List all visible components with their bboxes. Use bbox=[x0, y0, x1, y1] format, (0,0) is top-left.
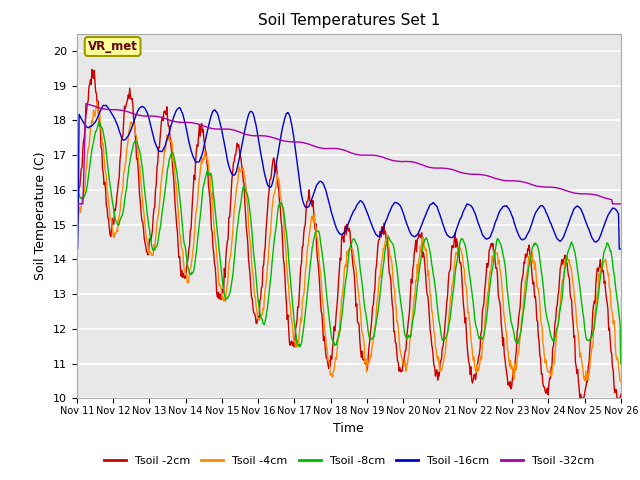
Tsoil -8cm bbox=[195, 228, 202, 234]
Tsoil -2cm bbox=[579, 396, 586, 401]
Tsoil -8cm bbox=[617, 361, 625, 367]
Tsoil -32cm bbox=[84, 101, 92, 107]
Tsoil -32cm bbox=[617, 201, 625, 207]
Tsoil -4cm bbox=[431, 344, 439, 350]
Tsoil -4cm bbox=[83, 165, 90, 171]
Tsoil -16cm bbox=[223, 157, 231, 163]
Tsoil -2cm bbox=[195, 132, 202, 138]
Line: Tsoil -2cm: Tsoil -2cm bbox=[77, 70, 621, 398]
Tsoil -2cm bbox=[617, 392, 625, 397]
Tsoil -4cm bbox=[223, 282, 231, 288]
Tsoil -2cm bbox=[140, 225, 147, 230]
Line: Tsoil -32cm: Tsoil -32cm bbox=[77, 104, 621, 204]
Tsoil -8cm bbox=[95, 120, 102, 125]
Tsoil -32cm bbox=[416, 161, 424, 167]
Tsoil -2cm bbox=[223, 239, 231, 244]
Tsoil -2cm bbox=[83, 108, 90, 113]
Tsoil -32cm bbox=[82, 101, 90, 107]
Tsoil -8cm bbox=[416, 266, 424, 272]
Text: VR_met: VR_met bbox=[88, 40, 138, 53]
Y-axis label: Soil Temperature (C): Soil Temperature (C) bbox=[35, 152, 47, 280]
X-axis label: Time: Time bbox=[333, 421, 364, 434]
Line: Tsoil -16cm: Tsoil -16cm bbox=[77, 105, 621, 249]
Tsoil -16cm bbox=[83, 124, 90, 130]
Tsoil -4cm bbox=[73, 213, 81, 219]
Tsoil -8cm bbox=[83, 186, 90, 192]
Tsoil -8cm bbox=[431, 286, 439, 292]
Tsoil -4cm bbox=[617, 378, 625, 384]
Tsoil -8cm bbox=[73, 361, 81, 367]
Tsoil -2cm bbox=[73, 192, 81, 198]
Tsoil -2cm bbox=[431, 373, 439, 379]
Tsoil -4cm bbox=[581, 378, 589, 384]
Tsoil -16cm bbox=[416, 228, 424, 233]
Line: Tsoil -8cm: Tsoil -8cm bbox=[77, 122, 621, 364]
Tsoil -4cm bbox=[416, 254, 424, 260]
Tsoil -4cm bbox=[140, 206, 147, 212]
Tsoil -8cm bbox=[140, 174, 147, 180]
Tsoil -16cm bbox=[195, 159, 202, 165]
Tsoil -32cm bbox=[223, 126, 231, 132]
Title: Soil Temperatures Set 1: Soil Temperatures Set 1 bbox=[258, 13, 440, 28]
Tsoil -16cm bbox=[140, 104, 147, 110]
Tsoil -32cm bbox=[431, 165, 439, 171]
Tsoil -32cm bbox=[73, 201, 81, 207]
Tsoil -32cm bbox=[195, 121, 202, 127]
Tsoil -16cm bbox=[99, 102, 107, 108]
Line: Tsoil -4cm: Tsoil -4cm bbox=[77, 102, 621, 381]
Tsoil -2cm bbox=[416, 234, 424, 240]
Tsoil -16cm bbox=[431, 202, 439, 208]
Tsoil -8cm bbox=[223, 296, 231, 301]
Tsoil -32cm bbox=[140, 113, 147, 119]
Tsoil -16cm bbox=[617, 246, 625, 252]
Tsoil -4cm bbox=[93, 99, 101, 105]
Legend: Tsoil -2cm, Tsoil -4cm, Tsoil -8cm, Tsoil -16cm, Tsoil -32cm: Tsoil -2cm, Tsoil -4cm, Tsoil -8cm, Tsoi… bbox=[99, 451, 598, 470]
Tsoil -16cm bbox=[73, 246, 81, 252]
Tsoil -4cm bbox=[195, 181, 202, 187]
Tsoil -2cm bbox=[88, 67, 96, 72]
